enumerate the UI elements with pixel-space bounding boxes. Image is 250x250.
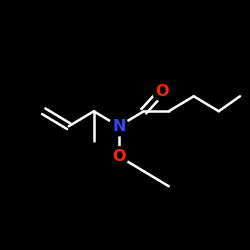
Circle shape: [152, 82, 172, 101]
Text: O: O: [155, 84, 169, 99]
Circle shape: [109, 147, 128, 166]
Text: N: N: [112, 119, 126, 134]
Circle shape: [109, 117, 128, 136]
Text: O: O: [112, 149, 126, 164]
